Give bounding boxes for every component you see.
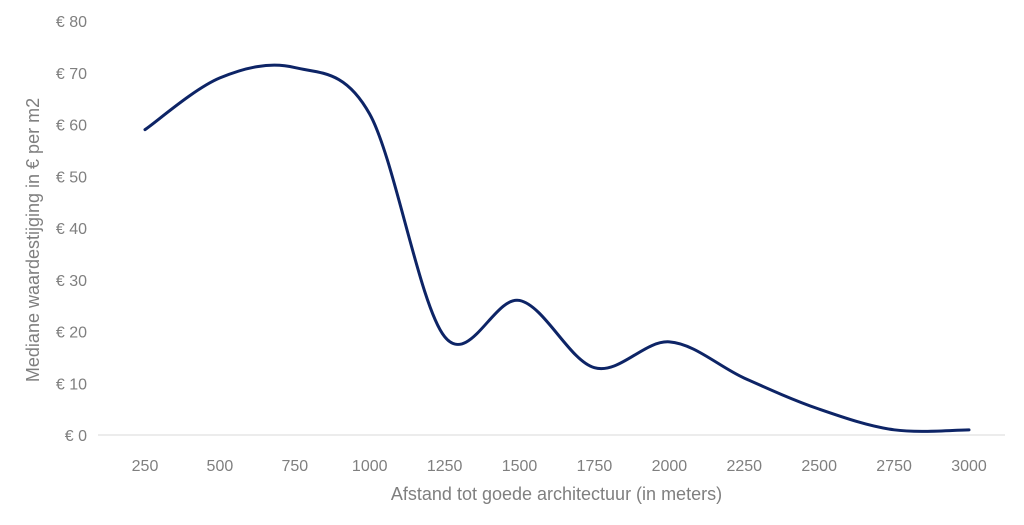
x-tick-label: 2000	[652, 458, 688, 475]
y-tick-label: € 80	[56, 14, 87, 31]
x-tick-label: 1000	[352, 458, 388, 475]
y-tick-label: € 10	[56, 376, 87, 393]
y-axis-title: Mediane waardestijging in € per m2	[23, 98, 43, 382]
plot-series	[143, 63, 971, 433]
x-tick-label: 500	[207, 458, 234, 475]
y-tick-label: € 70	[56, 66, 87, 83]
y-tick-label: € 30	[56, 273, 87, 290]
x-tick-label: 1500	[502, 458, 538, 475]
y-axis: € 0 € 10 € 20 € 30 € 40 € 50 € 60 € 70 € 80	[56, 14, 87, 445]
y-tick-label: € 0	[65, 428, 87, 445]
x-tick-label: 2750	[876, 458, 912, 475]
y-tick-label: € 60	[56, 118, 87, 135]
y-tick-label: € 20	[56, 325, 87, 342]
x-tick-label: 250	[132, 458, 159, 475]
x-tick-label: 2500	[801, 458, 837, 475]
x-tick-label: 2250	[726, 458, 762, 475]
x-tick-label: 1250	[427, 458, 463, 475]
y-tick-label: € 50	[56, 169, 87, 186]
x-axis-title: Afstand tot goede architectuur (in meter…	[391, 484, 722, 504]
series-line-0	[143, 63, 971, 433]
x-tick-label: 750	[281, 458, 308, 475]
x-tick-label: 3000	[951, 458, 987, 475]
x-axis: 250 500 750 1000 1250 1500 1750 2000 2250 2500 275…	[98, 434, 1005, 475]
y-tick-label: € 40	[56, 221, 87, 238]
x-tick-label: 1750	[577, 458, 613, 475]
